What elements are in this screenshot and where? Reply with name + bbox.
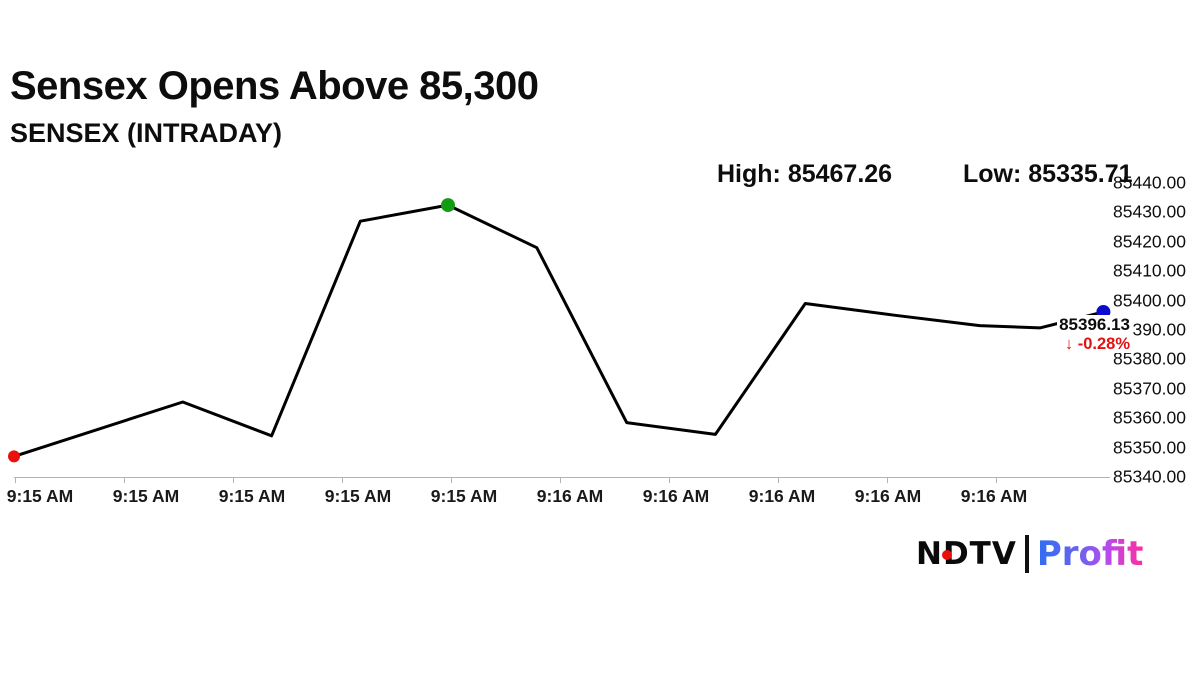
price-line: [12, 203, 1105, 458]
x-axis-tick-label: 9:15 AM: [112, 486, 180, 506]
y-axis-tick-label: 85400.00: [1113, 290, 1186, 311]
last-price-callout: 85396.13 ↓ -0.28%: [1008, 315, 1132, 354]
profit-wordmark: Profit: [1036, 534, 1144, 574]
y-axis-tick-label: 85350.00: [1113, 437, 1186, 458]
high-value-label: High: 85467.26: [717, 160, 893, 188]
ndtv-profit-logo: NDTV Profit: [916, 532, 1143, 576]
page-title: Sensex Opens Above 85,300: [10, 64, 539, 108]
open-marker-dot: [8, 450, 20, 463]
x-axis-tick-mark: [124, 477, 125, 483]
x-axis-tick-label: 9:16 AM: [960, 486, 1028, 506]
x-axis-tick-label: 9:15 AM: [6, 486, 74, 506]
x-axis-tick-mark: [778, 477, 779, 483]
y-axis-tick-label: 85340.00: [1113, 466, 1186, 487]
y-axis-tick-label: 85410.00: [1113, 260, 1186, 281]
x-axis-tick-mark: [560, 477, 561, 483]
x-axis-tick-label: 9:15 AM: [218, 486, 286, 506]
x-axis-tick-mark: [996, 477, 997, 483]
x-axis-tick-label: 9:15 AM: [324, 486, 392, 506]
x-axis-tick-mark: [15, 477, 16, 483]
peak-marker-dot: [441, 198, 455, 213]
y-axis-tick-label: 85380.00: [1113, 348, 1186, 369]
x-axis-tick-label: 9:16 AM: [748, 486, 816, 506]
low-value-label: Low: 85335.71: [963, 160, 1133, 188]
x-axis-tick-label: 9:15 AM: [430, 486, 498, 506]
ndtv-red-dot-icon: [942, 550, 952, 560]
y-axis-tick-label: 85370.00: [1113, 378, 1186, 399]
last-price-value: 85396.13: [1057, 315, 1132, 335]
y-axis-tick-label: 85360.00: [1113, 407, 1186, 428]
x-axis-tick-label: 9:16 AM: [854, 486, 922, 506]
x-axis-tick-label: 9:16 AM: [642, 486, 710, 506]
x-axis-tick-mark: [451, 477, 452, 483]
x-axis-tick-mark: [342, 477, 343, 483]
x-axis-tick-label: 9:16 AM: [536, 486, 604, 506]
x-axis-tick-mark: [669, 477, 670, 483]
ndtv-text: NDTV: [916, 536, 1017, 572]
y-axis-tick-label: 85420.00: [1113, 231, 1186, 252]
logo-separator-bar: [1024, 535, 1029, 573]
ndtv-wordmark: NDTV: [916, 536, 1017, 572]
chart-subtitle: SENSEX (INTRADAY): [10, 118, 283, 148]
x-axis-tick-mark: [887, 477, 888, 483]
x-axis-tick-mark: [233, 477, 234, 483]
y-axis-tick-label: 85440.00: [1113, 172, 1186, 193]
x-axis-line: [14, 477, 1110, 478]
price-change-badge: ↓ -0.28%: [1062, 335, 1132, 354]
y-axis-tick-label: 85430.00: [1113, 201, 1186, 222]
